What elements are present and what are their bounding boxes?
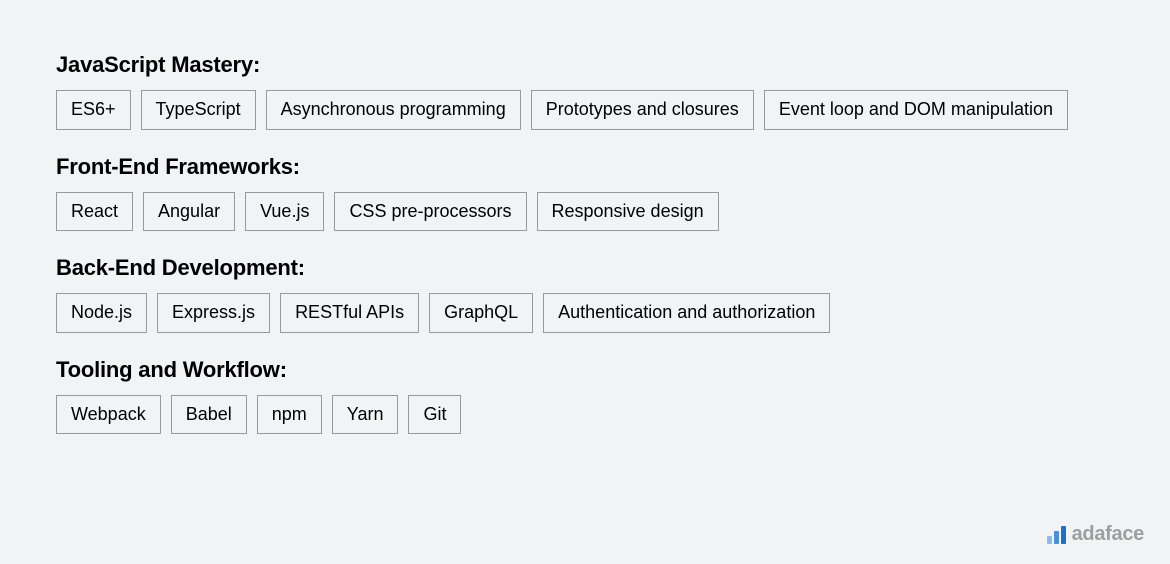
- tag: TypeScript: [141, 90, 256, 130]
- tag: Prototypes and closures: [531, 90, 754, 130]
- tag-row: Node.js Express.js RESTful APIs GraphQL …: [56, 293, 1114, 333]
- tag-row: React Angular Vue.js CSS pre-processors …: [56, 192, 1114, 232]
- tag: React: [56, 192, 133, 232]
- section-title: Back-End Development:: [56, 255, 1114, 281]
- section-front-end-frameworks: Front-End Frameworks: React Angular Vue.…: [56, 154, 1114, 232]
- tag: Responsive design: [537, 192, 719, 232]
- tag: npm: [257, 395, 322, 435]
- tag: Yarn: [332, 395, 399, 435]
- section-title: Front-End Frameworks:: [56, 154, 1114, 180]
- tag: Node.js: [56, 293, 147, 333]
- bars-icon: [1047, 526, 1066, 544]
- tag: RESTful APIs: [280, 293, 419, 333]
- section-title: Tooling and Workflow:: [56, 357, 1114, 383]
- adaface-logo: adaface: [1047, 524, 1144, 544]
- section-javascript-mastery: JavaScript Mastery: ES6+ TypeScript Asyn…: [56, 52, 1114, 130]
- tag: Authentication and authorization: [543, 293, 830, 333]
- tag: Express.js: [157, 293, 270, 333]
- tag: Event loop and DOM manipulation: [764, 90, 1068, 130]
- section-tooling-and-workflow: Tooling and Workflow: Webpack Babel npm …: [56, 357, 1114, 435]
- tag-row: ES6+ TypeScript Asynchronous programming…: [56, 90, 1114, 130]
- tag: Webpack: [56, 395, 161, 435]
- tag: Asynchronous programming: [266, 90, 521, 130]
- tag: Angular: [143, 192, 235, 232]
- tag: GraphQL: [429, 293, 533, 333]
- logo-text: adaface: [1072, 524, 1144, 544]
- tag: Vue.js: [245, 192, 324, 232]
- section-title: JavaScript Mastery:: [56, 52, 1114, 78]
- tag: CSS pre-processors: [334, 192, 526, 232]
- tag: Git: [408, 395, 461, 435]
- tag: Babel: [171, 395, 247, 435]
- skills-list: JavaScript Mastery: ES6+ TypeScript Asyn…: [0, 0, 1170, 478]
- tag: ES6+: [56, 90, 131, 130]
- tag-row: Webpack Babel npm Yarn Git: [56, 395, 1114, 435]
- section-back-end-development: Back-End Development: Node.js Express.js…: [56, 255, 1114, 333]
